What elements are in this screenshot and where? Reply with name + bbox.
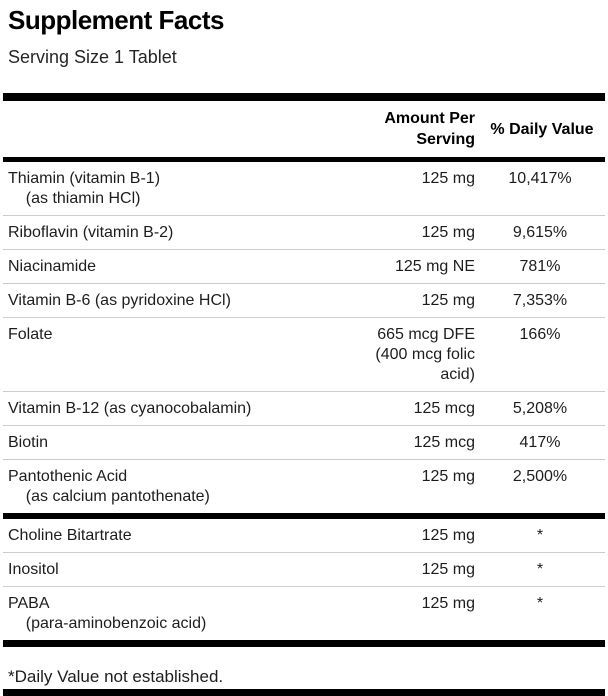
nutrient-name: Niacinamide: [3, 249, 357, 284]
amount-value: 125 mg: [357, 283, 475, 318]
daily-value: 2,500%: [475, 459, 605, 517]
daily-value: 9,615%: [475, 215, 605, 250]
table-row-vitamin-b6: Vitamin B-6 (as pyridoxine HCl) 125 mg 7…: [3, 283, 605, 318]
amount-value: 125 mcg: [357, 425, 475, 460]
daily-value: 417%: [475, 425, 605, 460]
nutrient-name: Biotin: [3, 425, 357, 460]
header-percent-daily-value: % Daily Value: [475, 101, 605, 163]
header-row: Amount Per Serving % Daily Value: [3, 101, 605, 163]
nutrient-name: PABA (para-aminobenzoic acid): [3, 586, 357, 644]
daily-value: *: [475, 586, 605, 644]
daily-value: *: [475, 552, 605, 587]
daily-value: 166%: [475, 317, 605, 392]
table-row-folate: Folate 665 mcg DFE (400 mcg folic acid) …: [3, 317, 605, 392]
nutrient-name: Riboflavin (vitamin B-2): [3, 215, 357, 250]
nutrition-table: Amount Per Serving % Daily Value Thiamin…: [3, 101, 605, 648]
table-row-paba: PABA (para-aminobenzoic acid) 125 mg *: [3, 586, 605, 644]
amount-value: 125 mg: [357, 513, 475, 553]
amount-value: 125 mg: [357, 459, 475, 517]
amount-value: 125 mg: [357, 586, 475, 644]
bottom-heavy-rule: [3, 689, 605, 696]
vitamins-section: Thiamin (vitamin B-1) (as thiamin HCl) 1…: [3, 160, 605, 517]
table-row-inositol: Inositol 125 mg *: [3, 552, 605, 587]
header-amount-per-serving: Amount Per Serving: [357, 101, 475, 163]
table-row-riboflavin: Riboflavin (vitamin B-2) 125 mg 9,615%: [3, 215, 605, 250]
daily-value-footnote: *Daily Value not established.: [8, 667, 224, 687]
other-ingredients-section: Choline Bitartrate 125 mg * Inositol 125…: [3, 513, 605, 644]
table-row-biotin: Biotin 125 mcg 417%: [3, 425, 605, 460]
table-row-niacinamide: Niacinamide 125 mg NE 781%: [3, 249, 605, 284]
daily-value: 7,353%: [475, 283, 605, 318]
table-header: Amount Per Serving % Daily Value: [3, 101, 605, 163]
table-row-thiamin: Thiamin (vitamin B-1) (as thiamin HCl) 1…: [3, 160, 605, 216]
nutrient-name: Choline Bitartrate: [3, 513, 357, 553]
header-nutrient-spacer: [3, 101, 357, 163]
nutrient-name: Inositol: [3, 552, 357, 587]
amount-value: 125 mcg: [357, 391, 475, 426]
table-row-choline-bitartrate: Choline Bitartrate 125 mg *: [3, 513, 605, 553]
amount-value: 125 mg NE: [357, 249, 475, 284]
amount-value: 125 mg: [357, 552, 475, 587]
serving-size-text: Serving Size 1 Tablet: [8, 46, 177, 67]
amount-value: 125 mg: [357, 215, 475, 250]
daily-value: *: [475, 513, 605, 553]
top-heavy-rule: [3, 93, 605, 102]
amount-value: 125 mg: [421, 170, 475, 188]
amount-value: 665 mcg DFE (400 mcg folic acid): [357, 317, 475, 392]
nutrient-name: Folate: [3, 317, 357, 392]
daily-value: 5,208%: [475, 391, 605, 426]
daily-value: 10,417%: [508, 170, 572, 188]
table-row-pantothenic-acid: Pantothenic Acid (as calcium pantothenat…: [3, 459, 605, 517]
nutrient-name: Pantothenic Acid (as calcium pantothenat…: [3, 459, 357, 517]
nutrient-name: Thiamin (vitamin B-1) (as thiamin HCl): [8, 170, 161, 208]
label-title: Supplement Facts: [8, 5, 224, 35]
nutrient-name: Vitamin B-12 (as cyanocobalamin): [3, 391, 357, 426]
nutrient-name: Vitamin B-6 (as pyridoxine HCl): [3, 283, 357, 318]
daily-value: 781%: [475, 249, 605, 284]
table-row-vitamin-b12: Vitamin B-12 (as cyanocobalamin) 125 mcg…: [3, 391, 605, 426]
